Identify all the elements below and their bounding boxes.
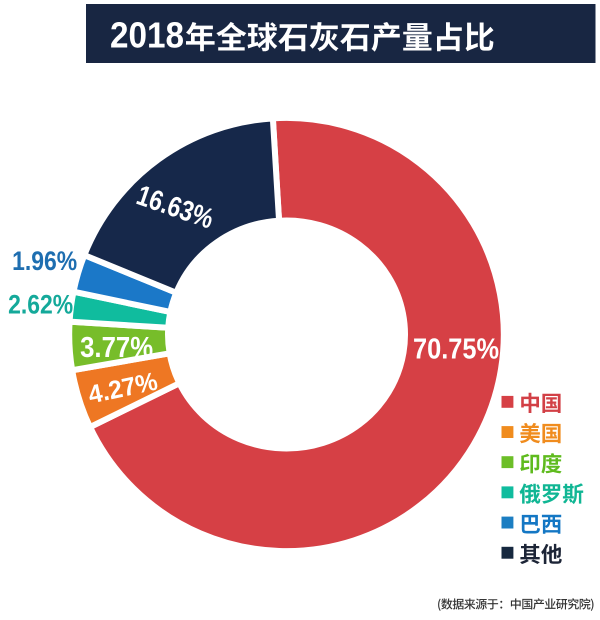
svg-text:2018: 2018	[110, 15, 184, 56]
svg-text:70.75%: 70.75%	[413, 334, 499, 366]
svg-text:3.77%: 3.77%	[80, 332, 153, 364]
svg-text:1.96%: 1.96%	[12, 246, 77, 276]
svg-text:2.62%: 2.62%	[8, 289, 73, 319]
